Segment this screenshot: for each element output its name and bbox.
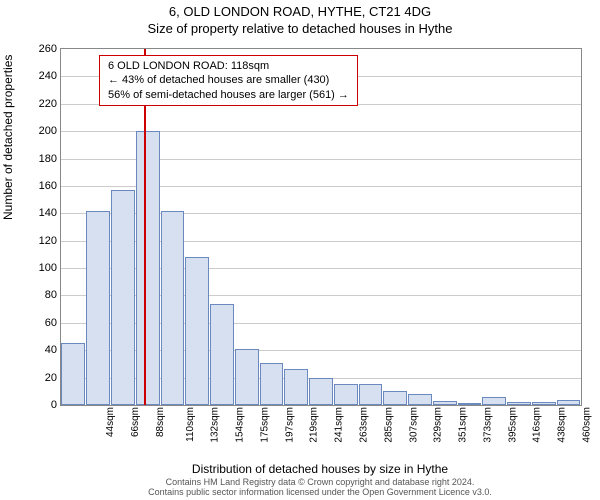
footer-line-1: Contains HM Land Registry data © Crown c…	[166, 477, 475, 487]
histogram-bar	[408, 394, 432, 405]
x-tick-label: 154sqm	[233, 407, 246, 443]
histogram-bar	[557, 400, 581, 405]
x-axis-label: Distribution of detached houses by size …	[60, 462, 580, 476]
histogram-bar	[482, 397, 506, 405]
footer-line-2: Contains public sector information licen…	[148, 487, 492, 497]
histogram-bar	[433, 401, 457, 405]
y-tick-label: 220	[27, 98, 61, 110]
histogram-bar	[532, 402, 556, 405]
y-tick-label: 100	[27, 262, 61, 274]
histogram-bar	[284, 369, 308, 405]
y-tick-label: 180	[27, 153, 61, 165]
histogram-bar	[210, 304, 234, 405]
y-tick-label: 140	[27, 207, 61, 219]
x-tick-label: 66sqm	[128, 407, 141, 437]
x-tick-label: 219sqm	[307, 407, 320, 443]
x-tick-label: 110sqm	[183, 407, 196, 442]
histogram-bar	[359, 384, 383, 405]
x-tick-label: 395sqm	[505, 407, 518, 443]
chart-plot-area: 02040608010012014016018020022024026044sq…	[60, 48, 582, 406]
chart-title: 6, OLD LONDON ROAD, HYTHE, CT21 4DG	[0, 0, 600, 21]
y-tick-label: 40	[27, 344, 61, 356]
histogram-bar	[383, 391, 407, 405]
y-axis-label: Number of detached properties	[1, 55, 15, 220]
x-tick-label: 438sqm	[555, 407, 568, 443]
y-tick-label: 200	[27, 125, 61, 137]
y-tick-label: 240	[27, 70, 61, 82]
annotation-line-2: ← 43% of detached houses are smaller (43…	[108, 74, 329, 86]
x-tick-label: 263sqm	[357, 407, 370, 443]
x-tick-label: 175sqm	[258, 407, 271, 443]
histogram-bar	[309, 378, 333, 405]
x-tick-label: 351sqm	[456, 407, 469, 443]
histogram-bar	[507, 402, 531, 405]
chart-subtitle: Size of property relative to detached ho…	[0, 21, 600, 38]
histogram-bar	[136, 131, 160, 405]
x-tick-label: 416sqm	[530, 407, 543, 443]
y-tick-label: 120	[27, 235, 61, 247]
x-tick-label: 329sqm	[431, 407, 444, 443]
histogram-bar	[235, 349, 259, 405]
x-tick-label: 44sqm	[103, 407, 116, 437]
histogram-bar	[185, 257, 209, 405]
y-tick-label: 0	[27, 399, 61, 411]
annotation-line-1: 6 OLD LONDON ROAD: 118sqm	[108, 60, 269, 72]
x-tick-label: 197sqm	[282, 407, 295, 443]
histogram-bar	[260, 363, 284, 405]
x-tick-label: 88sqm	[153, 407, 166, 437]
histogram-bar	[86, 211, 110, 405]
y-tick-label: 80	[27, 289, 61, 301]
chart-footer: Contains HM Land Registry data © Crown c…	[60, 478, 580, 498]
x-tick-label: 285sqm	[381, 407, 394, 443]
y-tick-label: 60	[27, 317, 61, 329]
annotation-box: 6 OLD LONDON ROAD: 118sqm ← 43% of detach…	[99, 55, 358, 106]
x-tick-label: 241sqm	[332, 407, 345, 443]
x-tick-label: 132sqm	[208, 407, 221, 443]
histogram-bar	[111, 190, 135, 405]
histogram-bar	[161, 211, 185, 405]
histogram-bar	[334, 384, 358, 405]
histogram-bar	[458, 403, 482, 405]
y-tick-label: 260	[27, 43, 61, 55]
y-tick-label: 20	[27, 372, 61, 384]
histogram-bar	[61, 343, 85, 405]
x-tick-label: 373sqm	[480, 407, 493, 443]
annotation-line-3: 56% of semi-detached houses are larger (…	[108, 89, 349, 101]
x-tick-label: 307sqm	[406, 407, 419, 443]
x-tick-label: 460sqm	[579, 407, 592, 443]
y-tick-label: 160	[27, 180, 61, 192]
